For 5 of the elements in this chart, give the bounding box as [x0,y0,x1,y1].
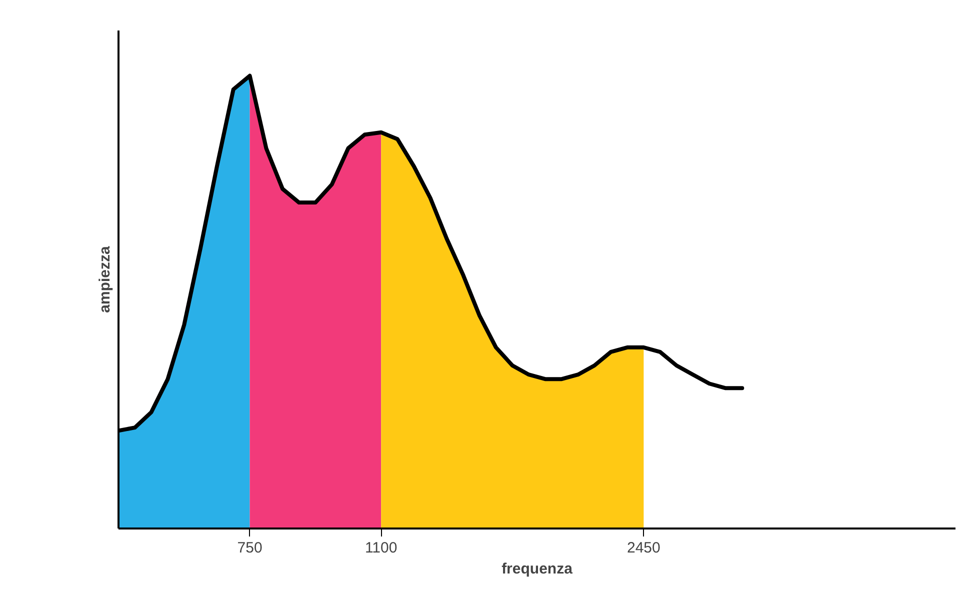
x-tick-label: 1100 [364,540,398,556]
x-tick-label: 750 [237,540,262,556]
x-tick-label: 2450 [626,540,660,556]
x-axis-title: frequenza [502,560,574,578]
y-axis-title: ampiezza [96,245,114,313]
